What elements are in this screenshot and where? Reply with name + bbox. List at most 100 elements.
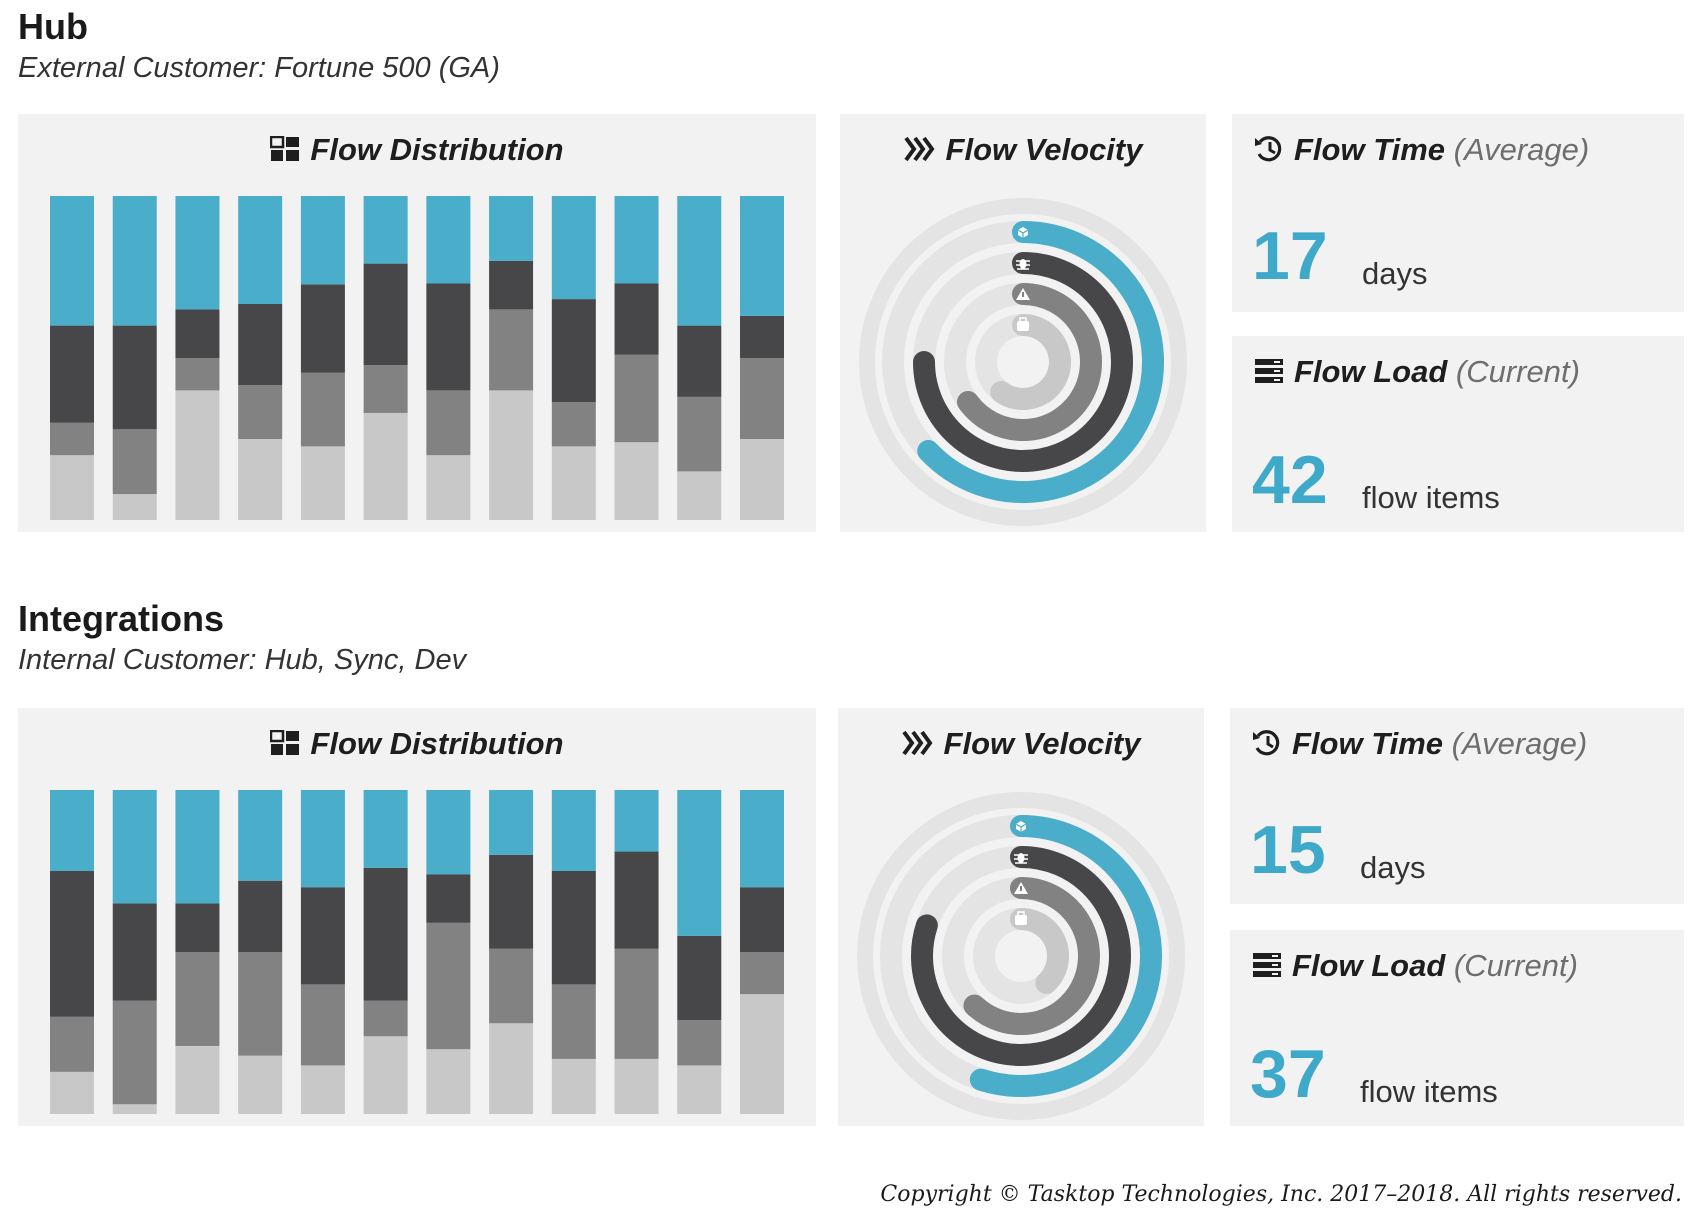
bar-segment [175,309,220,358]
section-title: Integrations [18,598,225,639]
bar-segment [112,790,157,904]
bar-segment [677,325,722,397]
bar-segment [363,790,408,868]
panel-title: Flow Load (Current) [1254,354,1580,390]
velocity-arc-defect [913,252,1133,472]
flow-distribution-chart [50,196,784,520]
bar-segment [614,442,659,520]
bar-segment [238,790,283,881]
bar-segment [238,880,283,952]
bar-segment [363,365,408,413]
flow-load-panel: Flow Load (Current) 37 flow items [1230,930,1684,1126]
bar-segment [489,790,534,855]
flow-distribution-label: Flow Distribution [310,132,564,167]
bar-segment [740,315,784,358]
bar-segment [112,903,157,1001]
bar-segment [238,385,283,439]
section-subtitle: Internal Customer: Hub, Sync, Dev [18,644,467,676]
bar-segment [363,867,408,1001]
bar-segment [614,790,659,852]
bar-segment [740,196,784,316]
bar-segment [112,494,157,520]
panel-title: Flow Load (Current) [1252,948,1578,984]
bar-segment [112,1000,157,1105]
bar-segment [614,283,659,355]
panel-title: Flow Distribution [18,132,816,168]
flow-time-qualifier: (Average) [1453,132,1590,167]
bar-segment [677,471,722,520]
bar-segment [363,1036,408,1114]
bar-segment [426,790,471,875]
bar-segment [50,422,94,456]
bar-segment [300,196,345,285]
bar-segment [551,871,596,985]
bar-segment [426,196,471,284]
velocity-arc-feature [969,815,1162,1097]
bar-segment [426,390,471,456]
bar-segment [489,1023,534,1114]
bar-segment [677,396,722,472]
flow-load-qualifier: (Current) [1453,948,1578,983]
bar-segment [175,903,220,952]
bar-segment [50,1071,94,1114]
bar-segment [363,196,408,264]
bar-segment [112,196,157,326]
bar-segment [551,984,596,1059]
bar-segment [50,1016,94,1072]
bar-segment [175,790,220,904]
bar-segment [426,283,471,391]
bar-segment [238,196,283,304]
bar-segment [551,299,596,403]
bar-segment [426,874,471,923]
bar-segment [300,1065,345,1114]
bar-segment [238,439,283,520]
bar-segment [238,304,283,385]
chevrons-icon [903,136,934,161]
bar-segment [175,390,220,520]
bar-segment [489,196,534,261]
bar-segment [426,1049,471,1114]
stack-icon [1253,952,1281,977]
bar-segment [677,196,722,326]
bar-segment [551,402,596,447]
bar-segment [50,871,94,1017]
bar-segment [740,994,784,1114]
bar-segment [740,790,784,888]
bar-segment [175,952,220,1046]
flow-load-value: 37 [1250,1036,1326,1112]
bug-icon [1016,259,1030,270]
velocity-arc-risk [963,877,1100,1035]
flow-load-unit: flow items [1362,480,1500,515]
velocity-arc-risk [956,283,1102,441]
stack-icon [1255,358,1283,383]
bar-segment [551,1058,596,1114]
flow-time-unit: days [1362,256,1428,291]
bar-segment [426,922,471,1050]
bar-segment [677,935,722,1021]
bar-segment [238,952,283,1056]
bar-segment [175,196,220,310]
flow-velocity-chart [859,198,1187,526]
flow-velocity-panel: Flow Velocity [840,114,1206,532]
bar-segment [238,1055,283,1114]
bar-segment [677,1020,722,1066]
bar-segment [50,455,94,520]
bar-segment [50,196,94,326]
debt-icon [1017,317,1029,331]
bar-segment [300,284,345,373]
bar-segment [175,1045,220,1114]
warning-icon [1014,882,1028,894]
bar-segment [363,1000,408,1037]
cube-icon [1017,227,1029,238]
flow-distribution-panel: Flow Distribution [18,708,816,1126]
section-title: Hub [18,6,88,47]
warning-icon [1016,288,1030,300]
panel-title: Flow Velocity [840,132,1206,168]
panel-title: Flow Time (Average) [1252,726,1587,762]
flow-velocity-label: Flow Velocity [945,132,1143,167]
velocity-arc-debt [1010,908,1069,994]
velocity-track [857,792,1185,1120]
flow-load-panel: Flow Load (Current) 42 flow items [1232,336,1684,532]
flow-load-qualifier: (Current) [1455,354,1580,389]
panel-title: Flow Velocity [838,726,1204,762]
